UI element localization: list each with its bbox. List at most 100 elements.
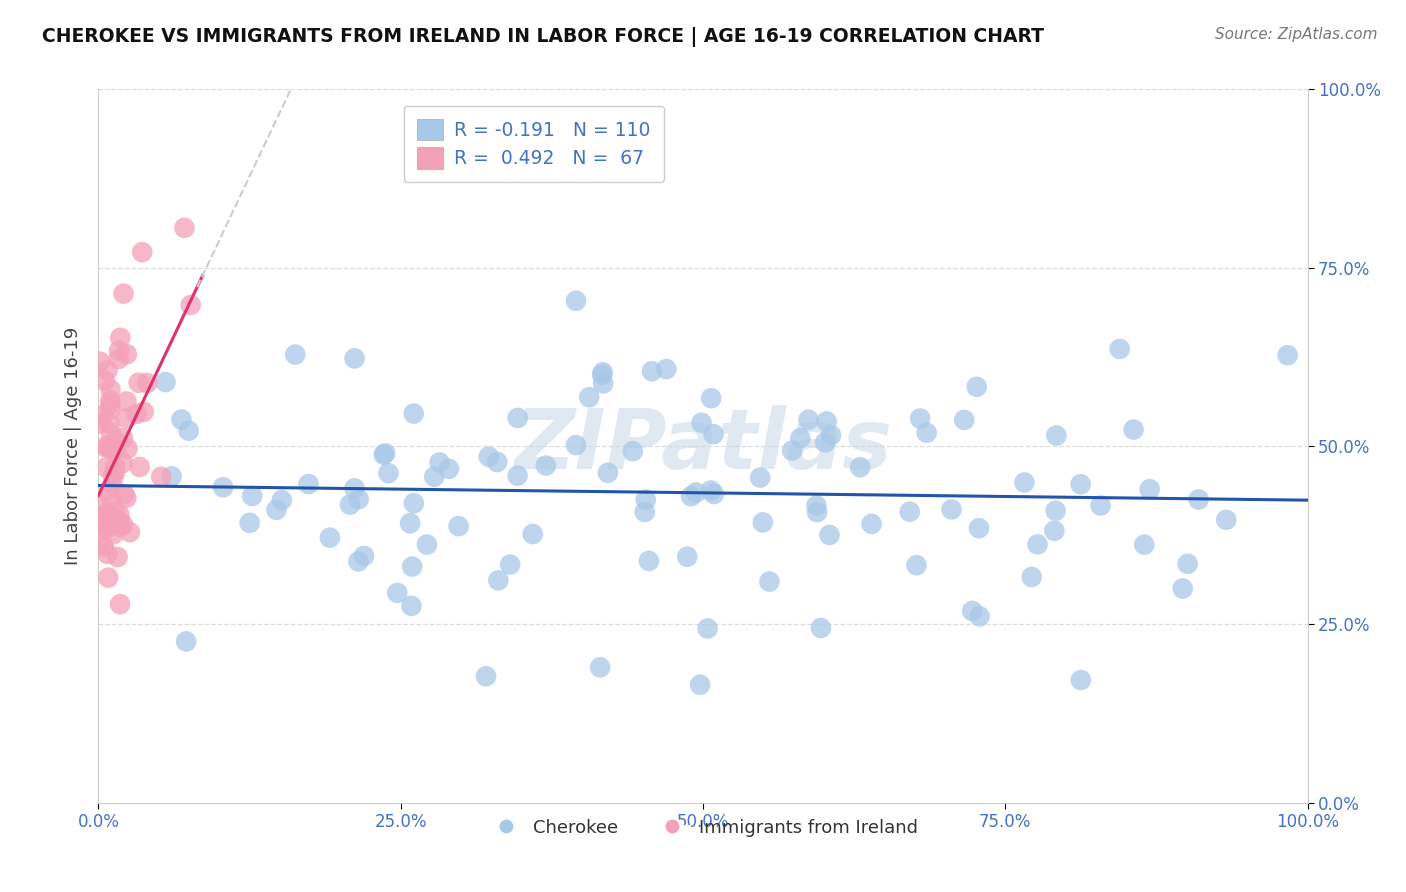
Cherokee (780, 443, 803, 458)
Cherokee (155, 375, 177, 389)
Immigrants from Ireland (90, 417, 112, 431)
Cherokee (506, 410, 529, 425)
Cherokee (160, 469, 183, 483)
Cherokee (270, 493, 292, 508)
Cherokee (297, 477, 319, 491)
Immigrants from Ireland (103, 516, 125, 530)
Cherokee (758, 574, 780, 589)
Cherokee (1014, 475, 1036, 490)
Immigrants from Ireland (115, 491, 138, 505)
Immigrants from Ireland (112, 487, 135, 501)
Cherokee (506, 468, 529, 483)
Immigrants from Ireland (115, 394, 138, 409)
Cherokee (806, 505, 828, 519)
Immigrants from Ireland (98, 441, 121, 455)
Cherokee (534, 458, 557, 473)
Cherokee (1090, 499, 1112, 513)
Cherokee (915, 425, 938, 440)
Immigrants from Ireland (104, 466, 127, 480)
Cherokee (266, 503, 288, 517)
Cherokee (486, 574, 509, 588)
Cherokee (177, 424, 200, 438)
Cherokee (953, 413, 976, 427)
Cherokee (373, 448, 395, 462)
Immigrants from Ireland (111, 456, 134, 470)
Immigrants from Ireland (98, 483, 121, 497)
Cherokee (1021, 570, 1043, 584)
Cherokee (700, 483, 723, 498)
Immigrants from Ireland (173, 220, 195, 235)
Cherokee (353, 549, 375, 563)
Cherokee (347, 492, 370, 507)
Cherokee (423, 469, 446, 483)
Immigrants from Ireland (97, 571, 120, 585)
Immigrants from Ireland (90, 516, 112, 531)
Cherokee (789, 431, 811, 445)
Immigrants from Ireland (125, 407, 148, 421)
Cherokee (596, 466, 619, 480)
Immigrants from Ireland (104, 434, 127, 448)
Cherokee (806, 499, 828, 513)
Cherokee (339, 498, 361, 512)
Immigrants from Ireland (118, 525, 141, 540)
Cherokee (437, 462, 460, 476)
Y-axis label: In Labor Force | Age 16-19: In Labor Force | Age 16-19 (63, 326, 82, 566)
Immigrants from Ireland (98, 393, 121, 408)
Cherokee (689, 678, 711, 692)
Immigrants from Ireland (100, 491, 122, 506)
Cherokee (1122, 423, 1144, 437)
Cherokee (634, 505, 657, 519)
Legend: Cherokee, Immigrants from Ireland: Cherokee, Immigrants from Ireland (481, 812, 925, 844)
Immigrants from Ireland (89, 500, 111, 514)
Cherokee (703, 487, 725, 501)
Immigrants from Ireland (96, 507, 118, 521)
Cherokee (387, 586, 409, 600)
Cherokee (966, 380, 988, 394)
Cherokee (399, 516, 422, 531)
Cherokee (681, 489, 703, 503)
Cherokee (447, 519, 470, 533)
Immigrants from Ireland (100, 383, 122, 397)
Immigrants from Ireland (100, 402, 122, 417)
Cherokee (240, 489, 263, 503)
Cherokee (960, 604, 983, 618)
Cherokee (690, 416, 713, 430)
Cherokee (905, 558, 928, 573)
Cherokee (416, 538, 439, 552)
Immigrants from Ireland (112, 286, 135, 301)
Cherokee (634, 492, 657, 507)
Cherokee (1043, 524, 1066, 538)
Immigrants from Ireland (108, 508, 131, 523)
Cherokee (1026, 537, 1049, 551)
Cherokee (402, 407, 425, 421)
Immigrants from Ireland (103, 513, 125, 527)
Cherokee (655, 362, 678, 376)
Cherokee (343, 482, 366, 496)
Cherokee (565, 438, 588, 452)
Cherokee (815, 414, 838, 428)
Immigrants from Ireland (100, 397, 122, 411)
Cherokee (284, 347, 307, 361)
Text: Source: ZipAtlas.com: Source: ZipAtlas.com (1215, 27, 1378, 42)
Cherokee (212, 480, 235, 494)
Cherokee (170, 412, 193, 426)
Immigrants from Ireland (108, 597, 131, 611)
Immigrants from Ireland (101, 468, 124, 483)
Cherokee (700, 391, 723, 405)
Cherokee (702, 427, 724, 442)
Immigrants from Ireland (115, 347, 138, 361)
Cherokee (638, 554, 661, 568)
Immigrants from Ireland (96, 439, 118, 453)
Immigrants from Ireland (112, 518, 135, 533)
Cherokee (401, 599, 423, 613)
Immigrants from Ireland (93, 540, 115, 554)
Immigrants from Ireland (97, 547, 120, 561)
Cherokee (1070, 477, 1092, 491)
Cherokee (818, 528, 841, 542)
Cherokee (1108, 342, 1130, 356)
Cherokee (967, 521, 990, 535)
Immigrants from Ireland (100, 442, 122, 456)
Cherokee (1171, 582, 1194, 596)
Cherokee (1177, 557, 1199, 571)
Immigrants from Ireland (108, 513, 131, 527)
